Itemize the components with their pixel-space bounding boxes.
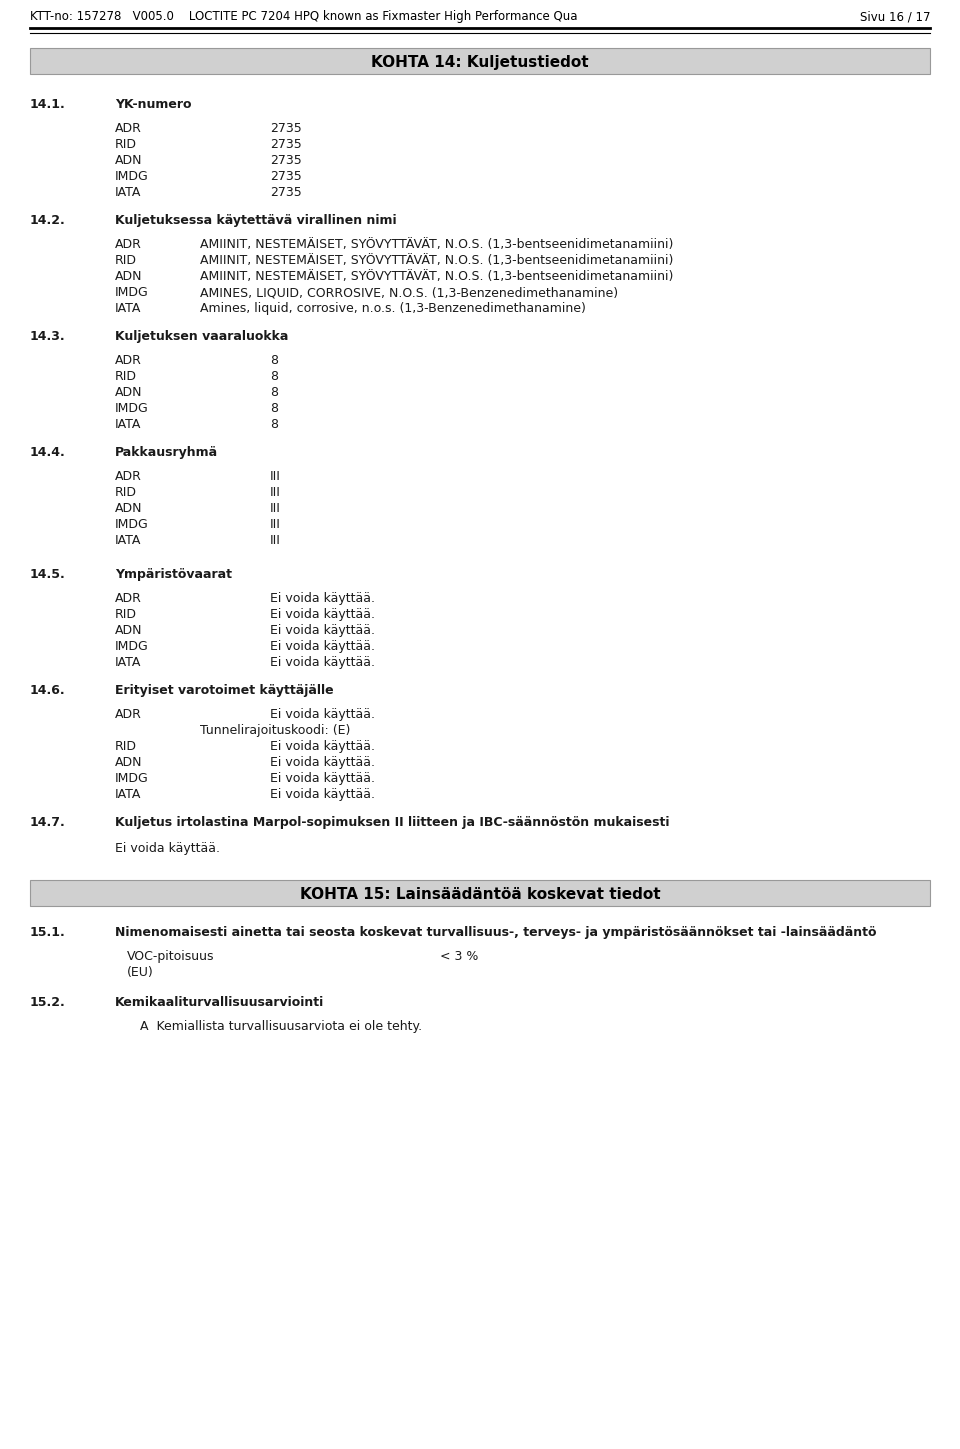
Text: 8: 8: [270, 401, 278, 414]
Text: Tunnelirajoituskoodi: (E): Tunnelirajoituskoodi: (E): [200, 724, 350, 738]
Text: ADN: ADN: [115, 154, 142, 167]
Text: Sivu 16 / 17: Sivu 16 / 17: [859, 10, 930, 23]
Text: III: III: [270, 517, 281, 530]
Text: ADN: ADN: [115, 501, 142, 514]
Text: Ei voida käyttää.: Ei voida käyttää.: [115, 842, 220, 855]
Text: ADR: ADR: [115, 238, 142, 251]
Text: IMDG: IMDG: [115, 772, 149, 785]
Text: IATA: IATA: [115, 656, 141, 669]
Text: Ei voida käyttää.: Ei voida käyttää.: [270, 788, 375, 801]
Text: AMINES, LIQUID, CORROSIVE, N.O.S. (1,3-Benzenedimethanamine): AMINES, LIQUID, CORROSIVE, N.O.S. (1,3-B…: [200, 285, 618, 298]
Text: IMDG: IMDG: [115, 640, 149, 653]
Text: 15.1.: 15.1.: [30, 926, 65, 939]
Text: RID: RID: [115, 254, 137, 267]
Text: IMDG: IMDG: [115, 401, 149, 414]
Text: Kuljetuksen vaaraluokka: Kuljetuksen vaaraluokka: [115, 330, 288, 343]
Text: 8: 8: [270, 369, 278, 383]
Text: Ei voida käyttää.: Ei voida käyttää.: [270, 593, 375, 606]
Text: Ei voida käyttää.: Ei voida käyttää.: [270, 609, 375, 622]
Text: < 3 %: < 3 %: [440, 951, 478, 964]
Text: AMIINIT, NESTEMÄISET, SYÖVYTTÄVÄT, N.O.S. (1,3-bentseenidimetanamiini): AMIINIT, NESTEMÄISET, SYÖVYTTÄVÄT, N.O.S…: [200, 270, 673, 283]
Text: IATA: IATA: [115, 417, 141, 430]
Text: 8: 8: [270, 417, 278, 430]
Text: 2735: 2735: [270, 138, 301, 151]
Text: Pakkausryhmä: Pakkausryhmä: [115, 446, 218, 459]
Text: ADR: ADR: [115, 593, 142, 606]
Text: ADR: ADR: [115, 122, 142, 135]
Text: Kuljetuksessa käytettävä virallinen nimi: Kuljetuksessa käytettävä virallinen nimi: [115, 214, 396, 227]
Text: A  Kemiallista turvallisuusarviota ei ole tehty.: A Kemiallista turvallisuusarviota ei ole…: [140, 1020, 422, 1033]
Text: KTT-no: 157278   V005.0    LOCTITE PC 7204 HPQ known as Fixmaster High Performan: KTT-no: 157278 V005.0 LOCTITE PC 7204 HP…: [30, 10, 578, 23]
Text: Erityiset varotoimet käyttäjälle: Erityiset varotoimet käyttäjälle: [115, 684, 334, 697]
Text: Ei voida käyttää.: Ei voida käyttää.: [270, 656, 375, 669]
Text: III: III: [270, 469, 281, 483]
Text: RID: RID: [115, 485, 137, 498]
Text: Amines, liquid, corrosive, n.o.s. (1,3-Benzenedimethanamine): Amines, liquid, corrosive, n.o.s. (1,3-B…: [200, 301, 586, 314]
Text: 15.2.: 15.2.: [30, 995, 65, 1009]
Text: Ei voida käyttää.: Ei voida käyttää.: [270, 772, 375, 785]
Text: IATA: IATA: [115, 301, 141, 314]
Text: Kemikaaliturvallisuusarviointi: Kemikaaliturvallisuusarviointi: [115, 995, 324, 1009]
Text: Ei voida käyttää.: Ei voida käyttää.: [270, 625, 375, 638]
Text: RID: RID: [115, 609, 137, 622]
Text: III: III: [270, 501, 281, 514]
Text: 2735: 2735: [270, 122, 301, 135]
Text: Ympäristövaarat: Ympäristövaarat: [115, 568, 232, 581]
Text: 14.6.: 14.6.: [30, 684, 65, 697]
Text: VOC-pitoisuus: VOC-pitoisuus: [127, 951, 214, 964]
Text: IMDG: IMDG: [115, 285, 149, 298]
Text: (EU): (EU): [127, 966, 154, 980]
Text: 8: 8: [270, 354, 278, 367]
Text: RID: RID: [115, 369, 137, 383]
Text: 2735: 2735: [270, 170, 301, 183]
Text: 14.7.: 14.7.: [30, 816, 65, 829]
Bar: [30, 48, 930, 74]
Text: RID: RID: [115, 740, 137, 753]
Text: 14.3.: 14.3.: [30, 330, 65, 343]
Text: IATA: IATA: [115, 185, 141, 199]
Text: KOHTA 15: Lainsäädäntöä koskevat tiedot: KOHTA 15: Lainsäädäntöä koskevat tiedot: [300, 887, 660, 901]
Text: Ei voida käyttää.: Ei voida käyttää.: [270, 756, 375, 769]
Text: IMDG: IMDG: [115, 170, 149, 183]
Text: 2735: 2735: [270, 185, 301, 199]
Text: 14.2.: 14.2.: [30, 214, 65, 227]
Text: Ei voida käyttää.: Ei voida käyttää.: [270, 640, 375, 653]
Text: ADN: ADN: [115, 270, 142, 283]
Text: ADN: ADN: [115, 385, 142, 398]
Text: ADR: ADR: [115, 709, 142, 722]
Text: KOHTA 14: Kuljetustiedot: KOHTA 14: Kuljetustiedot: [372, 55, 588, 70]
Text: Ei voida käyttää.: Ei voida käyttää.: [270, 740, 375, 753]
Text: IATA: IATA: [115, 535, 141, 548]
Text: III: III: [270, 485, 281, 498]
Text: 2735: 2735: [270, 154, 301, 167]
Text: IMDG: IMDG: [115, 517, 149, 530]
Text: AMIINIT, NESTEMÄISET, SYÖVYTTÄVÄT, N.O.S. (1,3-bentseenidimetanamiini): AMIINIT, NESTEMÄISET, SYÖVYTTÄVÄT, N.O.S…: [200, 238, 673, 251]
Text: AMIINIT, NESTEMÄISET, SYÖVYTTÄVÄT, N.O.S. (1,3-bentseenidimetanamiini): AMIINIT, NESTEMÄISET, SYÖVYTTÄVÄT, N.O.S…: [200, 254, 673, 267]
Text: IATA: IATA: [115, 788, 141, 801]
Text: 14.4.: 14.4.: [30, 446, 65, 459]
Text: RID: RID: [115, 138, 137, 151]
Text: ADN: ADN: [115, 756, 142, 769]
Text: Nimenomaisesti ainetta tai seosta koskevat turvallisuus-, terveys- ja ympäristös: Nimenomaisesti ainetta tai seosta koskev…: [115, 926, 876, 939]
Text: 8: 8: [270, 385, 278, 398]
Text: ADR: ADR: [115, 354, 142, 367]
Bar: [30, 880, 930, 906]
Text: ADR: ADR: [115, 469, 142, 483]
Text: 14.1.: 14.1.: [30, 99, 65, 112]
Text: YK-numero: YK-numero: [115, 99, 191, 112]
Text: ADN: ADN: [115, 625, 142, 638]
Text: Kuljetus irtolastina Marpol-sopimuksen II liitteen ja IBC-säännöstön mukaisesti: Kuljetus irtolastina Marpol-sopimuksen I…: [115, 816, 669, 829]
Text: Ei voida käyttää.: Ei voida käyttää.: [270, 709, 375, 722]
Text: 14.5.: 14.5.: [30, 568, 65, 581]
Text: III: III: [270, 535, 281, 548]
